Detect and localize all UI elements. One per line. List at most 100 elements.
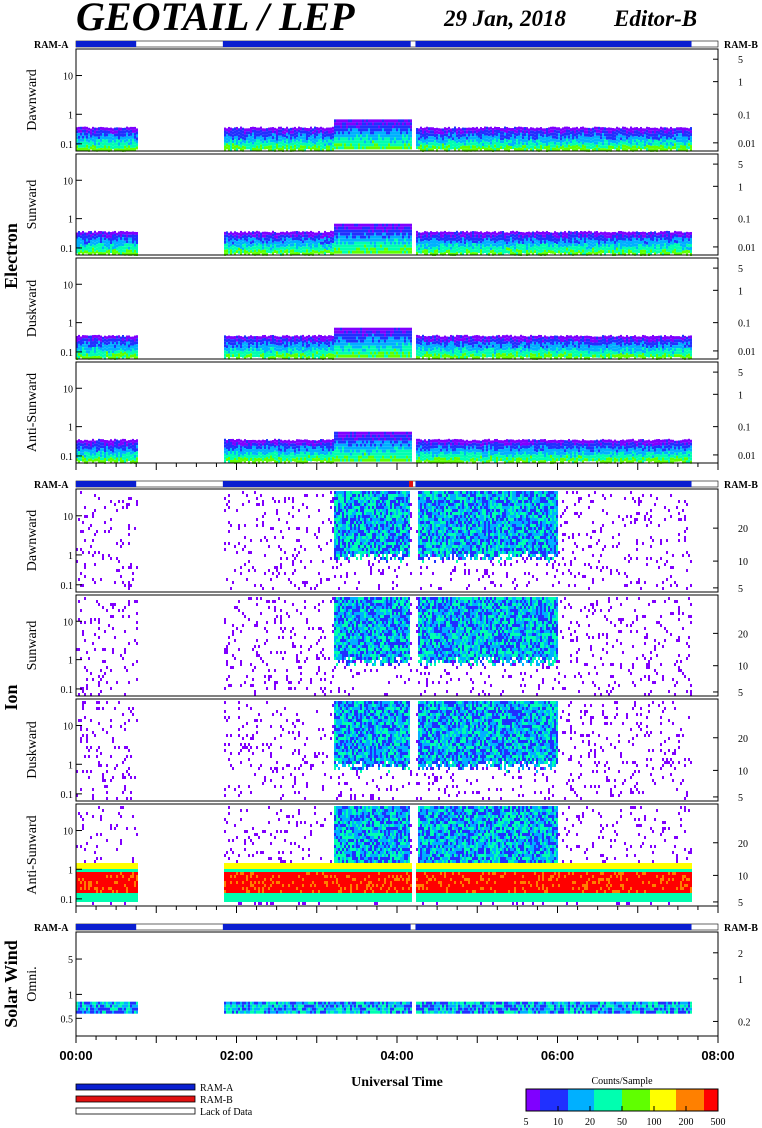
- cell: [608, 130, 610, 134]
- cell: [492, 243, 494, 247]
- cell: [302, 142, 304, 146]
- cell: [256, 142, 258, 146]
- cell: [682, 148, 684, 152]
- cell: [566, 244, 568, 248]
- cell: [110, 145, 112, 149]
- cell: [548, 232, 550, 236]
- cell: [674, 137, 676, 141]
- cell: [548, 241, 550, 245]
- cell: [600, 249, 602, 253]
- cell: [392, 146, 394, 150]
- cell: [680, 252, 682, 256]
- cell: [438, 247, 440, 251]
- cell: [528, 249, 530, 253]
- cell: [312, 249, 314, 253]
- cell: [286, 240, 288, 244]
- cell: [392, 232, 394, 236]
- cell: [424, 234, 426, 238]
- cell: [530, 133, 532, 137]
- cell: [466, 127, 468, 131]
- cell: [642, 249, 644, 253]
- cell: [614, 252, 616, 256]
- cell: [316, 342, 318, 346]
- cell: [496, 133, 498, 137]
- cell: [682, 130, 684, 134]
- cell: [234, 130, 236, 134]
- cell: [622, 141, 624, 145]
- cell: [524, 148, 526, 152]
- cell: [640, 141, 642, 145]
- cell: [588, 236, 590, 240]
- cell: [294, 147, 296, 151]
- cell: [288, 353, 290, 357]
- cell: [382, 146, 384, 150]
- cell: [128, 127, 130, 131]
- cell: [600, 142, 602, 146]
- cell: [526, 231, 528, 235]
- cell: [246, 336, 248, 340]
- cell: [466, 142, 468, 146]
- cell: [120, 251, 122, 255]
- cell: [514, 243, 516, 247]
- cell: [92, 356, 94, 360]
- cell: [630, 241, 632, 245]
- cell: [92, 138, 94, 142]
- cell: [514, 144, 516, 148]
- cell: [564, 141, 566, 145]
- cell: [114, 356, 116, 360]
- cell: [224, 145, 226, 149]
- cell: [346, 229, 348, 233]
- cell: [290, 351, 292, 355]
- cell: [524, 136, 526, 140]
- cell: [426, 246, 428, 250]
- cell: [400, 122, 402, 126]
- cell: [294, 356, 296, 360]
- cell: [594, 135, 596, 139]
- cell: [108, 353, 110, 357]
- cell: [676, 142, 678, 146]
- cell: [386, 235, 388, 239]
- cell: [632, 240, 634, 244]
- cell: [504, 238, 506, 242]
- cell: [658, 146, 660, 150]
- cell: [258, 148, 260, 152]
- cell: [90, 131, 92, 135]
- cell: [390, 146, 392, 150]
- cell: [364, 241, 366, 245]
- cell: [540, 130, 542, 134]
- cell: [362, 131, 364, 135]
- cell: [298, 249, 300, 253]
- cell: [352, 247, 354, 251]
- cell: [494, 243, 496, 247]
- cell: [122, 356, 124, 360]
- cell: [388, 122, 390, 126]
- cell: [474, 249, 476, 253]
- cell: [554, 246, 556, 250]
- cell: [608, 232, 610, 236]
- cell: [644, 237, 646, 241]
- cell: [556, 133, 558, 137]
- cell: [678, 145, 680, 149]
- cell: [570, 237, 572, 241]
- cell: [280, 342, 282, 346]
- cell: [224, 130, 226, 134]
- cell: [272, 346, 274, 350]
- cell: [672, 128, 674, 132]
- cell: [648, 133, 650, 137]
- cell: [334, 122, 336, 126]
- cell: [378, 241, 380, 245]
- cell: [344, 327, 346, 331]
- cell: [634, 127, 636, 131]
- cell: [452, 137, 454, 141]
- cell: [484, 135, 486, 139]
- cell: [608, 145, 610, 149]
- cell: [326, 127, 328, 131]
- cell: [620, 140, 622, 144]
- cell: [282, 356, 284, 360]
- cell: [666, 242, 668, 246]
- cell: [574, 148, 576, 152]
- cell: [442, 131, 444, 135]
- cell: [92, 244, 94, 248]
- cell: [576, 147, 578, 151]
- cell: [240, 144, 242, 148]
